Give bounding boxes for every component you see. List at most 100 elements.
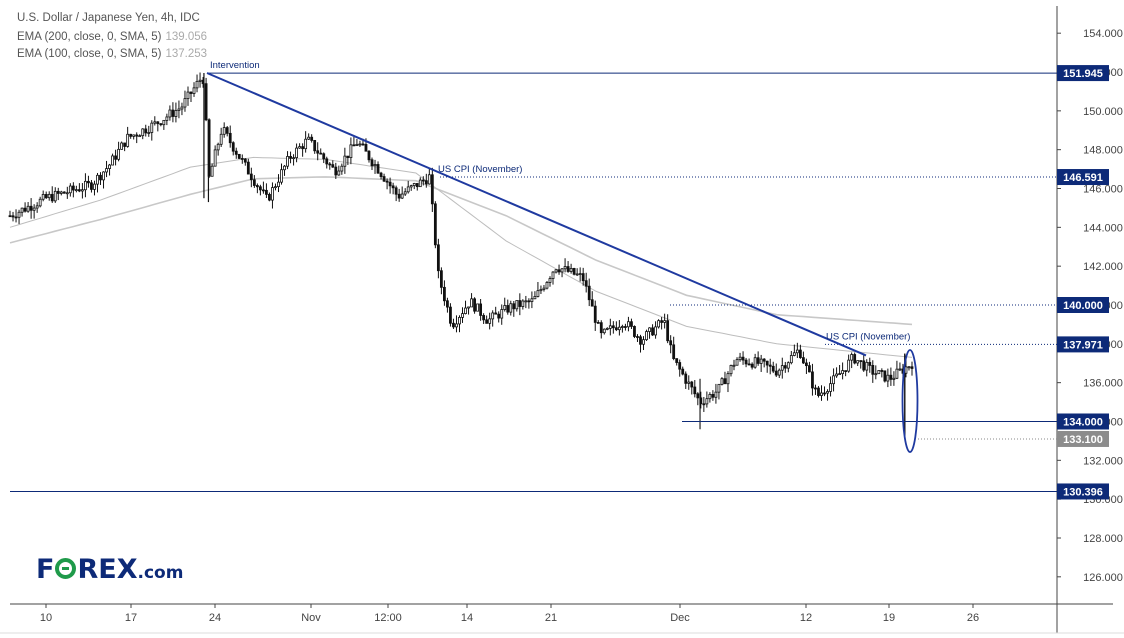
candle-body (156, 121, 160, 125)
candle-body (805, 362, 808, 367)
candle-body (168, 109, 172, 118)
candle-body (467, 306, 470, 309)
candle-body (23, 207, 27, 212)
candle (560, 268, 564, 278)
candle (744, 357, 748, 368)
candle (397, 188, 401, 202)
candle (77, 183, 81, 193)
candle-body (563, 266, 567, 270)
candle (274, 183, 277, 191)
candle (59, 190, 63, 196)
candle (162, 119, 166, 130)
candle (195, 74, 199, 93)
candle-body (219, 133, 223, 145)
candle (729, 364, 733, 377)
candle (566, 261, 570, 273)
ema100-legend: EMA (100, close, 0, SMA, 5) 137.253 (17, 48, 208, 60)
candle-body (624, 326, 627, 328)
candle (192, 82, 196, 97)
candle-body (503, 305, 507, 310)
candle-body (412, 183, 416, 187)
candle-body (213, 149, 217, 167)
candle (620, 324, 624, 333)
candle (762, 358, 766, 368)
candle-body (569, 268, 573, 272)
candle-body (195, 80, 199, 89)
candle (590, 291, 594, 307)
candle-body (144, 128, 148, 134)
candle-body (289, 156, 292, 159)
candle (705, 391, 709, 408)
candle (210, 163, 214, 177)
candle-body (798, 349, 802, 359)
highlight-ellipse (901, 349, 919, 453)
candle (53, 187, 57, 203)
candle (717, 383, 721, 400)
candle (780, 357, 784, 379)
candle-body (602, 328, 606, 334)
candle-body (865, 361, 869, 371)
candle (268, 192, 271, 202)
candle (524, 295, 528, 309)
candle-body (464, 307, 467, 314)
candle (240, 154, 244, 164)
candle (14, 209, 18, 223)
candle (910, 361, 914, 376)
y-tick-label: 146.000 (1083, 184, 1123, 196)
candle-body (762, 358, 766, 362)
candle (198, 72, 202, 88)
candle (433, 201, 437, 249)
candle (611, 321, 615, 334)
candle-body (129, 133, 133, 137)
candle (87, 175, 90, 188)
candle-body (690, 381, 694, 388)
candle (277, 174, 280, 193)
price-label-box (1057, 297, 1109, 313)
candle-body (889, 374, 893, 380)
candle-body (388, 181, 392, 187)
candle (795, 342, 799, 359)
candle-body (59, 191, 63, 194)
candle (168, 105, 172, 121)
candle-body (427, 174, 431, 185)
candle (56, 187, 60, 201)
candle-body (8, 215, 12, 218)
candle (476, 303, 479, 312)
candle (684, 371, 688, 389)
candle-body (575, 273, 579, 276)
candle (624, 323, 627, 331)
candle-body (473, 298, 476, 312)
candle-body (141, 128, 145, 137)
candle-body (617, 326, 621, 331)
candle-body (47, 193, 51, 199)
candle (271, 182, 274, 209)
annotation-label: US CPI (November) (826, 331, 910, 342)
candle-body (811, 371, 814, 389)
candle-body (35, 205, 39, 209)
candle-body (246, 161, 250, 175)
candle-body (177, 108, 181, 111)
candle-body (283, 165, 286, 171)
candle (427, 168, 431, 185)
candle (482, 313, 486, 324)
candle (159, 123, 163, 127)
candle (557, 264, 561, 275)
candle (678, 359, 682, 377)
candle-body (216, 143, 220, 151)
candle-body (678, 362, 682, 370)
candle-body (518, 300, 522, 307)
candle (853, 352, 857, 365)
candle-body (841, 370, 845, 375)
candle-body (53, 190, 57, 202)
candle-body (614, 327, 618, 331)
downtrend-line (206, 72, 867, 357)
candle (605, 327, 609, 331)
candle-body (642, 339, 645, 345)
candle-body (732, 364, 736, 367)
candle-body (268, 193, 271, 201)
candle (829, 376, 832, 397)
candle-body (708, 394, 712, 400)
candle-body (74, 189, 78, 192)
candle-body (126, 133, 130, 147)
